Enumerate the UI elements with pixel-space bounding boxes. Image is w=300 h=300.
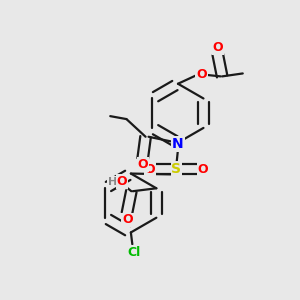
Text: S: S [172, 162, 182, 176]
Text: O: O [116, 175, 127, 188]
Text: O: O [122, 213, 133, 226]
Text: N: N [172, 137, 184, 151]
Text: O: O [196, 68, 207, 81]
Text: O: O [145, 163, 155, 176]
Text: O: O [212, 41, 223, 54]
Text: O: O [198, 163, 208, 176]
Text: O: O [137, 158, 148, 171]
Text: H: H [108, 176, 117, 187]
Text: Cl: Cl [127, 246, 140, 259]
